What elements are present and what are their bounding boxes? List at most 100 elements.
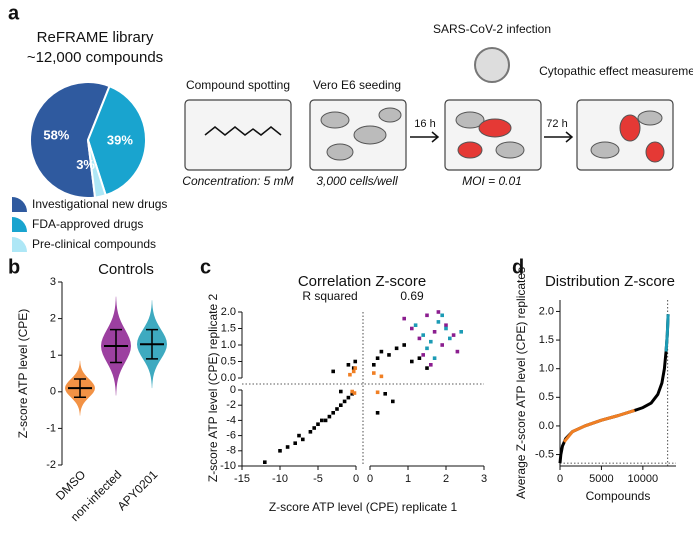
curve (558, 314, 670, 464)
panel-letter: c (200, 256, 211, 278)
y-tick-label: 1.5 (539, 334, 554, 346)
x-tick-label: -10 (272, 473, 288, 485)
point (379, 349, 384, 354)
y-tick-label: 0.0 (221, 372, 236, 384)
curve (562, 409, 636, 443)
legend-label: FDA-approved drugs (32, 217, 143, 231)
point (346, 395, 351, 400)
title: Controls (98, 261, 154, 278)
step-note: MOI = 0.01 (462, 174, 522, 188)
point (339, 403, 343, 407)
legend-label: Pre-clinical compounds (32, 237, 156, 251)
y-tick-label: 0 (230, 384, 236, 396)
point (436, 320, 441, 324)
slice-label: 3% (76, 157, 95, 172)
infected-cell (457, 141, 483, 159)
y-tick-label: 0 (50, 386, 56, 398)
point (352, 391, 357, 395)
arrow (544, 131, 574, 143)
y-tick-label: -8 (226, 445, 236, 457)
x-tick-label: 3 (481, 473, 487, 485)
point (327, 414, 332, 419)
x-tick-label: 0 (353, 473, 359, 485)
cell (455, 111, 485, 129)
point (459, 330, 463, 334)
point (444, 323, 448, 327)
cell (378, 107, 402, 123)
y-tick-label: -2 (46, 459, 56, 471)
step-label: SARS-CoV-2 infection (433, 22, 551, 36)
arrow-label: 72 h (546, 118, 567, 130)
point (413, 323, 418, 327)
infected-cell (619, 114, 641, 142)
point (425, 366, 429, 370)
point (402, 316, 406, 321)
error-bar (74, 378, 86, 399)
point (425, 313, 429, 318)
molecule (204, 126, 282, 136)
y-axis-label: Z-score ATP level (CPE) (16, 309, 30, 439)
point (448, 336, 452, 341)
point (350, 392, 354, 396)
stat-value: 0.69 (400, 289, 424, 303)
point (379, 374, 384, 379)
pie-slice (87, 139, 107, 199)
point (432, 356, 437, 360)
title: Distribution Z-score (545, 273, 675, 290)
point (335, 407, 339, 411)
plate (184, 99, 292, 171)
x-tick-label: 5000 (589, 473, 613, 485)
cell (637, 110, 663, 126)
point (353, 359, 358, 364)
pie-slice (29, 81, 111, 199)
y-tick-label: 2.0 (539, 305, 554, 317)
cell (495, 141, 525, 159)
point (410, 326, 414, 331)
point (301, 437, 305, 442)
y-tick-label: 2.0 (221, 306, 236, 318)
x-tick-label: -15 (234, 473, 250, 485)
y-axis-label: Average Z-score ATP level (CPE) replicat… (514, 267, 528, 499)
cell (326, 143, 354, 161)
point (410, 359, 414, 364)
point (372, 363, 376, 367)
point (312, 426, 316, 430)
x-tick-label: 1 (405, 473, 411, 485)
x-tick-label: 2 (443, 473, 449, 485)
point (323, 418, 328, 423)
legend-swatch (12, 197, 27, 212)
point (455, 349, 460, 354)
y-tick-label: 1.5 (221, 322, 236, 334)
y-tick-label: 0.5 (539, 391, 554, 403)
legend-swatch (12, 237, 27, 252)
point (429, 339, 433, 344)
point (350, 389, 354, 394)
arrow (410, 131, 440, 143)
point (444, 326, 448, 331)
title: Correlation Z-score (298, 273, 426, 290)
y-tick-label: 1.0 (221, 339, 236, 351)
point (436, 310, 441, 314)
step-label: Vero E6 seeding (313, 78, 401, 92)
axis (559, 300, 676, 467)
panel-letter: d (512, 256, 524, 278)
point (293, 441, 297, 445)
y-tick-label: -4 (226, 414, 236, 426)
y-tick-label: 2 (50, 313, 56, 325)
slice-label: 39% (107, 133, 133, 148)
y-tick-label: 0.5 (221, 355, 236, 367)
legend-swatch (12, 217, 27, 232)
y-tick-label: 0.0 (539, 420, 554, 432)
arrow-label: 16 h (414, 118, 435, 130)
point (331, 369, 335, 374)
error-bar (110, 328, 122, 364)
workflow: Compound spotting Vero E6 seeding SARS-C… (182, 22, 693, 188)
x-tick-label: 0 (367, 473, 373, 485)
point (440, 343, 444, 347)
point (342, 399, 347, 404)
point (421, 353, 425, 357)
break-line (242, 312, 484, 466)
x-tick-label: 0 (557, 473, 563, 485)
point (451, 333, 456, 337)
point (440, 313, 444, 318)
